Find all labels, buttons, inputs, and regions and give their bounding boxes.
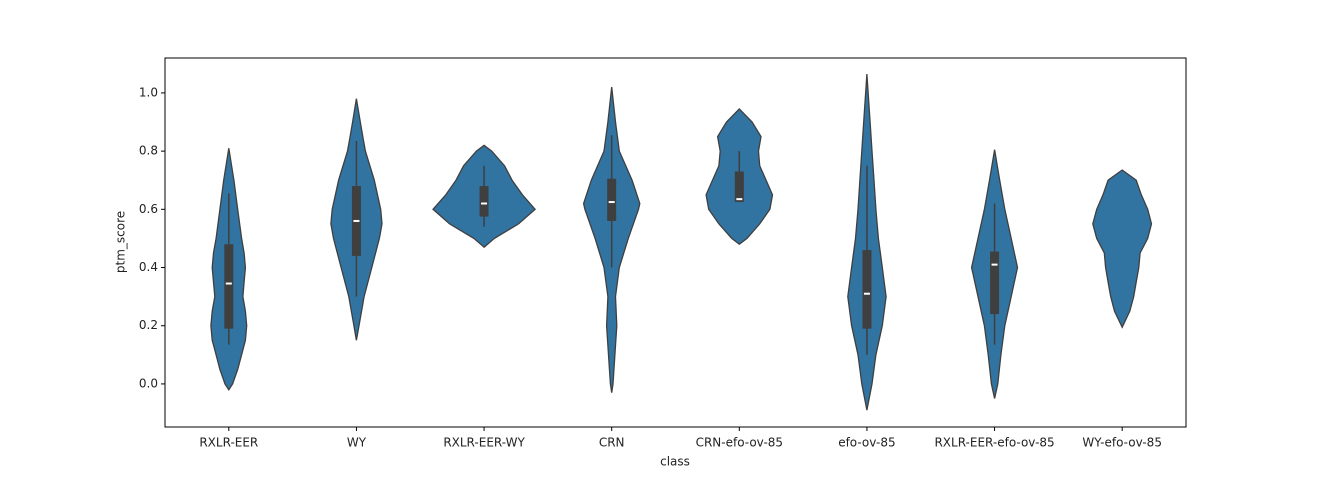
box [990, 251, 1000, 315]
x-tick-label: CRN-efo-ov-85 [696, 436, 783, 450]
y-axis-label: ptm_score [114, 211, 128, 273]
x-tick-label: WY [347, 436, 367, 450]
x-tick-label: RXLR-EER-efo-ov-85 [934, 436, 1054, 450]
x-tick-label: RXLR-EER [199, 436, 258, 450]
x-tick-label: RXLR-EER-WY [443, 436, 525, 450]
y-tick-label: 0.4 [139, 260, 158, 274]
box [607, 178, 617, 221]
box [862, 250, 872, 329]
x-axis-label: class [660, 455, 690, 469]
y-tick-label: 1.0 [139, 85, 158, 99]
plot-frame [164, 57, 1187, 428]
box [734, 171, 744, 203]
box [479, 186, 489, 217]
y-tick-label: 0.2 [139, 318, 158, 332]
y-tick-label: 0.8 [139, 144, 158, 158]
x-tick-label: WY-efo-ov-85 [1082, 436, 1162, 450]
y-tick-label: 0.6 [139, 202, 158, 216]
x-tick-label: CRN [599, 436, 625, 450]
y-tick-label: 0.0 [139, 376, 158, 390]
box [224, 244, 234, 329]
x-tick-label: efo-ov-85 [838, 436, 895, 450]
violin-body [1092, 169, 1153, 329]
